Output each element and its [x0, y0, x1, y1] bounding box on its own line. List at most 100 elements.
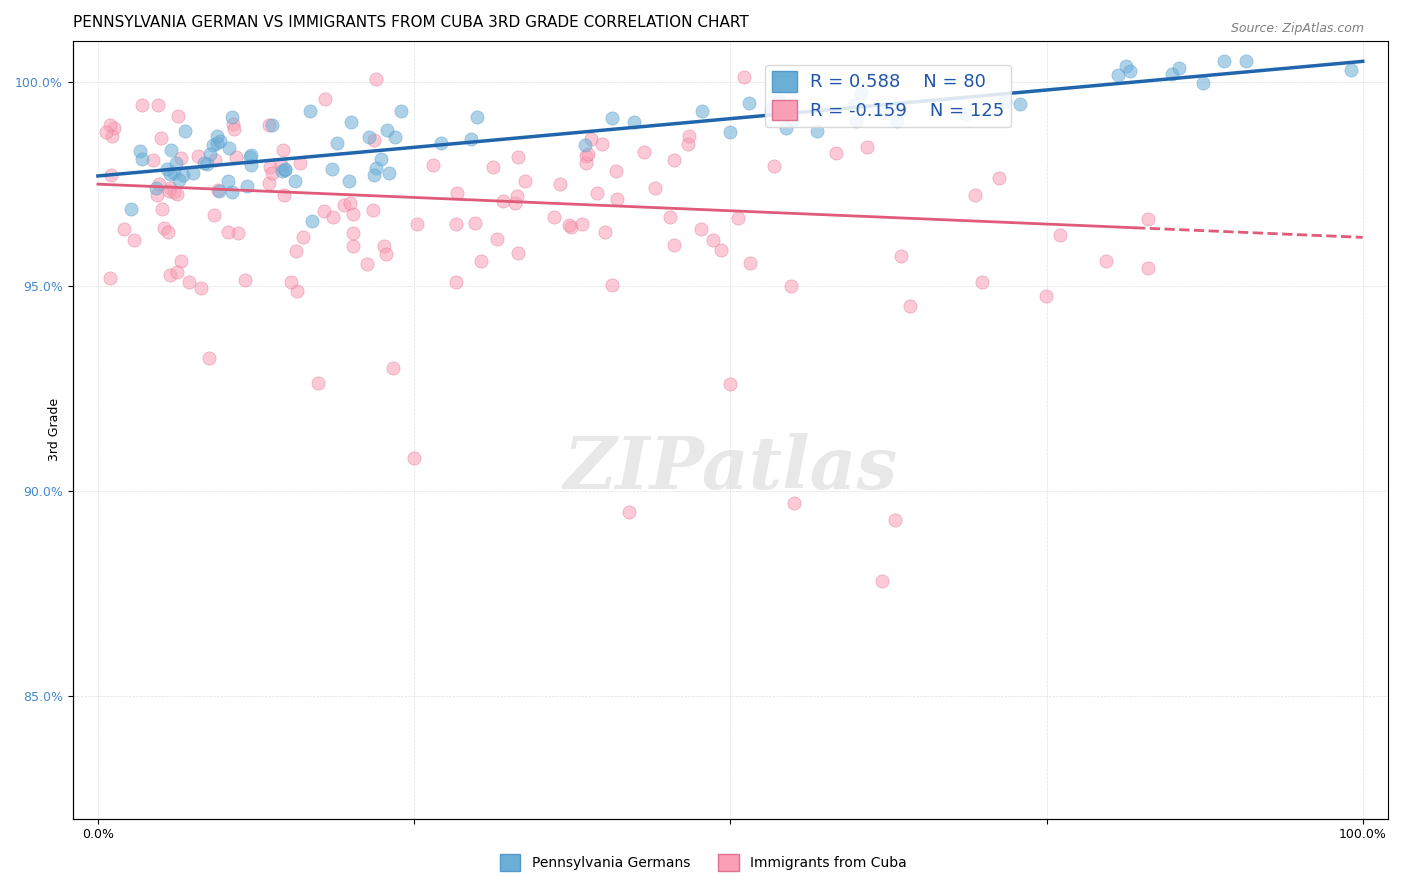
Point	[165, 156, 187, 170]
Point	[994, 95, 1017, 109]
Point	[617, 505, 640, 519]
Point	[845, 113, 868, 128]
Point	[363, 133, 385, 147]
Point	[1234, 54, 1257, 69]
Point	[359, 130, 381, 145]
Point	[146, 97, 169, 112]
Point	[363, 168, 385, 182]
Point	[1213, 54, 1236, 69]
Point	[342, 226, 364, 240]
Point	[150, 202, 173, 216]
Point	[103, 120, 125, 135]
Point	[288, 155, 311, 169]
Point	[128, 144, 150, 158]
Point	[325, 136, 347, 151]
Point	[190, 281, 212, 295]
Point	[284, 174, 307, 188]
Point	[503, 195, 526, 210]
Point	[340, 115, 363, 129]
Point	[163, 165, 186, 179]
Point	[170, 151, 193, 165]
Point	[591, 137, 613, 152]
Point	[543, 211, 565, 225]
Point	[465, 111, 488, 125]
Point	[157, 225, 180, 239]
Point	[593, 225, 616, 239]
Point	[198, 147, 221, 161]
Point	[271, 143, 294, 157]
Point	[872, 105, 894, 120]
Point	[225, 150, 247, 164]
Point	[169, 253, 191, 268]
Point	[364, 161, 387, 176]
Point	[1192, 76, 1215, 90]
Point	[122, 233, 145, 247]
Point	[600, 277, 623, 292]
Point	[221, 111, 243, 125]
Point	[167, 173, 190, 187]
Point	[782, 496, 804, 510]
Legend: Pennsylvania Germans, Immigrants from Cuba: Pennsylvania Germans, Immigrants from Cu…	[494, 848, 912, 876]
Point	[307, 376, 329, 390]
Point	[430, 136, 453, 150]
Point	[366, 72, 388, 87]
Point	[314, 92, 336, 106]
Point	[678, 129, 700, 144]
Point	[287, 284, 309, 298]
Point	[690, 222, 713, 236]
Point	[780, 113, 803, 128]
Point	[204, 153, 226, 167]
Point	[202, 208, 225, 222]
Point	[207, 129, 229, 144]
Point	[378, 166, 401, 180]
Text: Source: ZipAtlas.com: Source: ZipAtlas.com	[1230, 22, 1364, 36]
Point	[482, 161, 505, 175]
Point	[718, 125, 741, 139]
Point	[574, 138, 596, 153]
Point	[1035, 289, 1057, 303]
Point	[890, 249, 912, 263]
Point	[163, 185, 186, 199]
Point	[585, 186, 607, 201]
Point	[145, 187, 167, 202]
Point	[963, 188, 986, 202]
Point	[373, 238, 395, 252]
Point	[506, 189, 529, 203]
Point	[217, 225, 239, 239]
Point	[156, 161, 179, 176]
Point	[208, 134, 231, 148]
Point	[218, 141, 240, 155]
Point	[889, 104, 911, 119]
Point	[274, 161, 297, 176]
Point	[314, 204, 336, 219]
Point	[207, 183, 229, 197]
Point	[157, 184, 180, 198]
Point	[768, 95, 790, 109]
Point	[285, 244, 308, 258]
Point	[98, 118, 121, 132]
Point	[322, 210, 344, 224]
Point	[321, 162, 343, 177]
Point	[131, 98, 153, 112]
Point	[855, 139, 877, 153]
Point	[446, 217, 468, 231]
Point	[806, 123, 828, 137]
Point	[1107, 69, 1129, 83]
Point	[257, 176, 280, 190]
Point	[131, 152, 153, 166]
Point	[446, 186, 468, 201]
Point	[1010, 96, 1032, 111]
Point	[1119, 64, 1142, 78]
Point	[606, 192, 628, 206]
Point	[1049, 227, 1071, 242]
Point	[160, 143, 183, 157]
Point	[571, 217, 593, 231]
Point	[464, 216, 486, 230]
Point	[710, 243, 733, 257]
Point	[342, 207, 364, 221]
Point	[883, 513, 905, 527]
Point	[332, 198, 354, 212]
Point	[280, 276, 302, 290]
Point	[727, 211, 749, 225]
Point	[173, 124, 195, 138]
